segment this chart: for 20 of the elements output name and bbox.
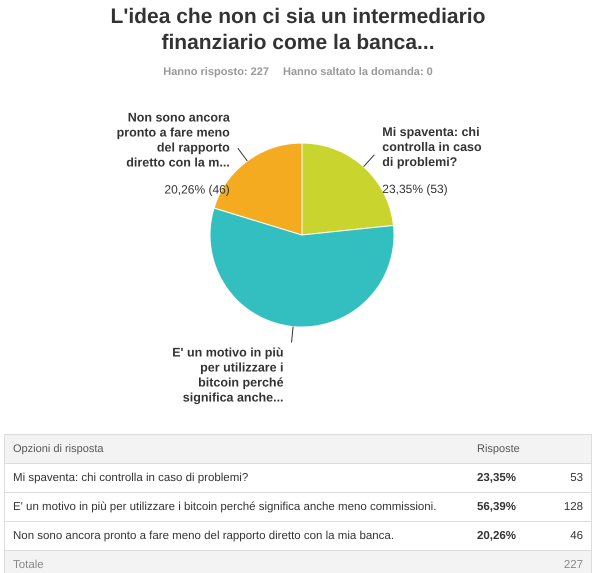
text: E' un motivo in più per utilizzare i bitcoin perché significa anche meno commissioni. bbox=[4, 492, 469, 522]
text: Mi spaventa: chi controlla in caso di problemi? bbox=[4, 464, 469, 492]
text: Hanno saltato la domanda: 0 bbox=[283, 66, 433, 78]
text: Non sono ancora pronto a fare meno del rapporto diretto con la mia banca. bbox=[4, 522, 469, 550]
text: 128 bbox=[535, 492, 592, 522]
text: 20,26% bbox=[469, 522, 535, 550]
text: 227 bbox=[469, 550, 592, 573]
text: 53 bbox=[535, 464, 592, 492]
chart-subtitle: Hanno risposto: 227 bbox=[163, 66, 269, 78]
slice-label: Non sono ancora pronto a fare meno del rapporto diretto con la m... bbox=[116, 110, 231, 170]
text: Opzioni di risposta bbox=[4, 434, 469, 464]
slice-label: Mi spaventa: chi controlla in caso di problemi? bbox=[382, 124, 482, 169]
text: Totale bbox=[4, 550, 469, 573]
slice-label: E' un motivo in più per utilizzare i bitcoin perché significa anche... bbox=[172, 345, 284, 404]
text: 46 bbox=[535, 522, 592, 550]
text: 56,39% bbox=[469, 492, 535, 522]
chart-title: L'idea che non ci sia un intermediario finanziario come la banca... bbox=[110, 4, 486, 56]
text: Risposte bbox=[469, 434, 592, 464]
data-label: 23,35% (53) bbox=[382, 182, 448, 196]
text: 23,35% bbox=[469, 464, 535, 492]
